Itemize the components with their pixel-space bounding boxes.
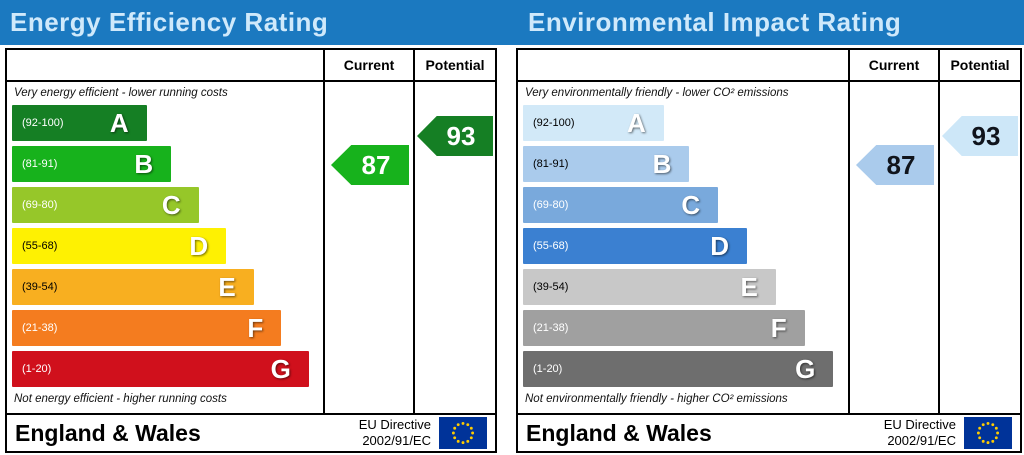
environmental-bands: (92-100) A (81-91) B (69-80) C (55-68) D (39-54)…	[523, 105, 843, 387]
energy-current-cell: 87	[325, 82, 415, 413]
band-range-label: (39-54)	[22, 281, 58, 293]
energy-chart-header-cell	[7, 50, 325, 80]
band-range-label: (55-68)	[533, 240, 569, 252]
band-row-D: (55-68) D	[12, 228, 227, 264]
band-letter: E	[218, 272, 236, 302]
band-range-label: (21-38)	[22, 322, 58, 334]
band-row-B: (81-91) B	[12, 146, 172, 182]
potential-rating-arrow: 93	[417, 116, 493, 156]
band-range-label: (92-100)	[533, 117, 575, 129]
band-row-F: (21-38) F	[523, 310, 805, 346]
band-range-label: (1-20)	[533, 363, 563, 375]
energy-efficiency-panel: Current Potential Very energy efficient …	[5, 48, 497, 453]
band-row-E: (39-54) E	[12, 269, 254, 305]
potential-rating-arrow: 93	[942, 116, 1018, 156]
band-row-A: (92-100) A	[12, 105, 147, 141]
band-row-C: (69-80) C	[12, 187, 199, 223]
band-letter: F	[247, 313, 264, 343]
band-letter: G	[795, 354, 816, 384]
band-letter: D	[710, 231, 729, 261]
eu-flag-icon	[964, 417, 1012, 449]
region-label: England & Wales	[15, 419, 201, 446]
band-letter: A	[109, 108, 129, 138]
environmental-bottom-note: Not environmentally friendly - higher CO…	[525, 393, 788, 405]
band-letter: E	[740, 272, 758, 302]
band-letter: C	[161, 190, 181, 220]
environmental-table-body: Very environmentally friendly - lower CO…	[518, 82, 1020, 413]
band-letter: B	[652, 149, 672, 179]
band-letter: A	[627, 108, 646, 138]
energy-table-body: Very energy efficient - lower running co…	[7, 82, 495, 413]
band-range-label: (69-80)	[22, 199, 58, 211]
environmental-rating-title: Environmental Impact Rating	[528, 7, 902, 37]
eu-flag-icon	[439, 417, 487, 449]
band-range-label: (39-54)	[533, 281, 569, 293]
band-range-label: (81-91)	[533, 158, 569, 170]
energy-current-column-header: Current	[325, 50, 415, 80]
energy-table-header: Current Potential	[7, 50, 495, 82]
band-letter: F	[770, 313, 787, 343]
energy-potential-cell: 93	[415, 82, 495, 413]
environmental-chart-header-cell	[518, 50, 850, 80]
current-rating-arrow: 87	[331, 145, 409, 185]
energy-band-chart: Very energy efficient - lower running co…	[7, 82, 325, 413]
band-range-label: (1-20)	[22, 363, 52, 375]
band-letter: D	[189, 231, 209, 261]
current-rating-arrow: 87	[856, 145, 934, 185]
energy-rating-title: Energy Efficiency Rating	[10, 7, 329, 37]
energy-footer: England & Wales EU Directive 2002/91/EC	[7, 413, 495, 451]
header-bar: Energy Efficiency Rating Environmental I…	[0, 0, 1024, 45]
environmental-band-chart: Very environmentally friendly - lower CO…	[518, 82, 850, 413]
environmental-potential-column-header: Potential	[950, 57, 1010, 73]
band-range-label: (92-100)	[22, 117, 64, 129]
band-range-label: (69-80)	[533, 199, 569, 211]
band-row-G: (1-20) G	[12, 351, 309, 387]
band-row-G: (1-20) G	[523, 351, 834, 387]
band-letter: B	[134, 149, 154, 179]
band-row-F: (21-38) F	[12, 310, 282, 346]
band-range-label: (55-68)	[22, 240, 58, 252]
band-row-B: (81-91) B	[523, 146, 690, 182]
band-letter: C	[681, 190, 701, 220]
band-row-A: (92-100) A	[523, 105, 664, 141]
band-range-label: (21-38)	[533, 322, 569, 334]
environmental-current-cell: 87	[850, 82, 940, 413]
band-row-D: (55-68) D	[523, 228, 747, 264]
environmental-footer: England & Wales EU Directive 2002/91/EC	[518, 413, 1020, 451]
environmental-current-column-header: Current	[850, 50, 940, 80]
energy-bottom-note: Not energy efficient - higher running co…	[14, 393, 227, 405]
region-label: England & Wales	[526, 419, 712, 446]
band-row-E: (39-54) E	[523, 269, 776, 305]
energy-potential-column-header: Potential	[425, 57, 485, 73]
energy-bands: (92-100) A (81-91) B (69-80) C (55-68) D (39-54)…	[12, 105, 318, 387]
band-range-label: (81-91)	[22, 158, 58, 170]
eu-directive-label: EU Directive 2002/91/EC	[358, 417, 431, 448]
environmental-table-header: Current Potential	[518, 50, 1020, 82]
eu-directive-label: EU Directive 2002/91/EC	[883, 417, 956, 448]
band-row-C: (69-80) C	[523, 187, 719, 223]
environmental-top-note: Very environmentally friendly - lower CO…	[525, 87, 789, 99]
energy-top-note: Very energy efficient - lower running co…	[14, 87, 228, 99]
environmental-impact-panel: Current Potential Very environmentally f…	[516, 48, 1022, 453]
environmental-potential-cell: 93	[940, 82, 1020, 413]
band-letter: G	[270, 354, 291, 384]
